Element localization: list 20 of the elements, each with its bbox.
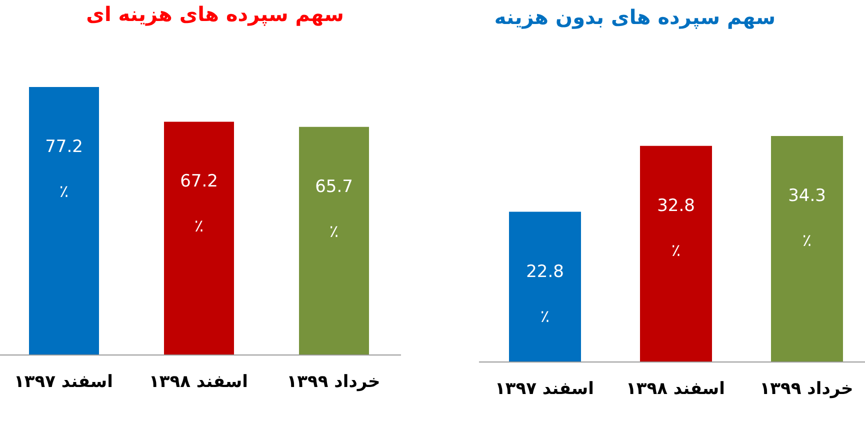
annotation: ٪	[802, 231, 812, 251]
data-label: 32.8	[657, 196, 695, 216]
x-tick-label: اسفند ۱۳۹۷	[14, 372, 113, 392]
x-tick-label: اسفند ۱۳۹۸	[626, 379, 725, 400]
annotation: ٪	[540, 306, 550, 327]
data-label: 22.8	[526, 262, 564, 282]
data-label: 67.2	[180, 172, 218, 192]
annotation: ٪	[194, 216, 204, 237]
x-tick-label: اسفند ۱۳۹۸	[149, 372, 248, 392]
data-label: 65.7	[315, 176, 353, 197]
x-tick-label: خرداد ۱۳۹۹	[286, 372, 380, 392]
data-label: 34.3	[788, 186, 826, 206]
chart-title: سهم سپرده های بدون هزینه	[493, 5, 777, 29]
x-tick-label: اسفند ۱۳۹۷	[495, 379, 594, 400]
chart-title: سهم سپرده های هزینه ای	[85, 2, 345, 26]
annotation: ٪	[59, 182, 69, 202]
annotation: ٪	[671, 240, 681, 261]
annotation: ٪	[329, 222, 339, 242]
x-tick-label: خرداد ۱۳۹۹	[760, 379, 854, 400]
data-label: 77.2	[45, 137, 83, 157]
